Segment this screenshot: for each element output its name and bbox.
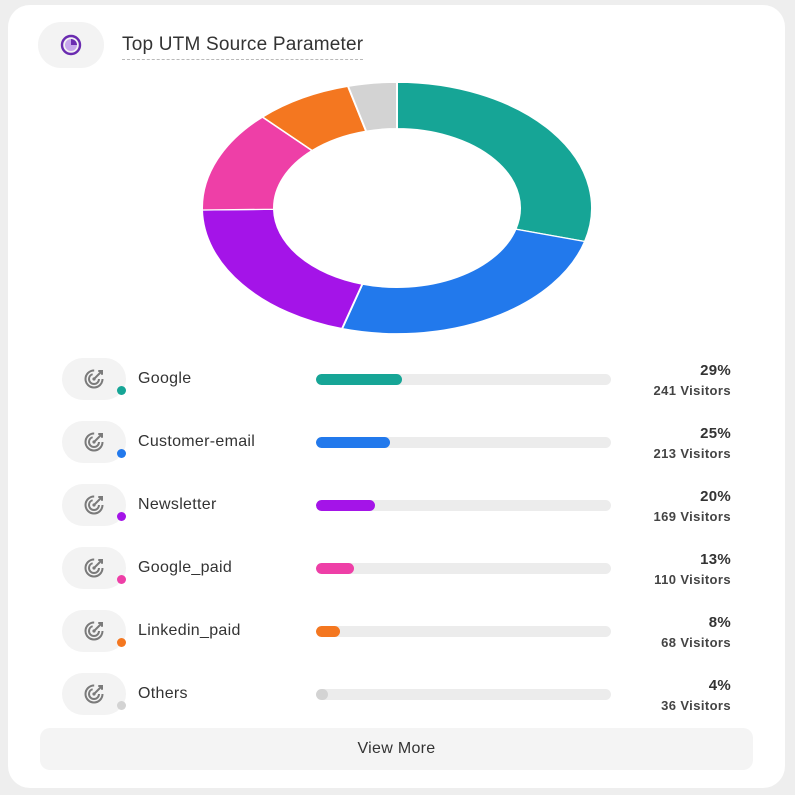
- source-label: Newsletter: [138, 496, 217, 513]
- source-label: Google_paid: [138, 559, 233, 576]
- source-row: Customer-email 25% 213 Visitors: [0, 421, 795, 479]
- source-percent: 25%: [700, 425, 731, 442]
- source-label: Others: [138, 685, 188, 702]
- progress-fill: [316, 374, 402, 385]
- utm-source-card: [8, 5, 785, 788]
- utm-target-icon: [62, 610, 126, 652]
- source-label: Google: [138, 370, 192, 387]
- progress-fill: [316, 626, 340, 637]
- source-color-dot: [117, 701, 126, 710]
- utm-target-icon: [62, 421, 126, 463]
- source-visitors: 110 Visitors: [654, 572, 731, 587]
- source-label: Customer-email: [138, 433, 256, 450]
- source-row: Newsletter 20% 169 Visitors: [0, 484, 795, 542]
- source-color-dot: [117, 575, 126, 584]
- progress-track: [316, 437, 611, 448]
- source-percent: 13%: [700, 551, 731, 568]
- donut-slice-customer-email[interactable]: [340, 228, 587, 335]
- source-visitors: 241 Visitors: [653, 383, 731, 398]
- card-title: Top UTM Source Parameter: [122, 34, 364, 60]
- progress-fill: [316, 500, 375, 511]
- source-color-dot: [117, 449, 126, 458]
- source-percent: 4%: [708, 677, 731, 694]
- donut-chart: [201, 81, 593, 335]
- pie-chart-icon: [38, 22, 104, 68]
- progress-track: [316, 374, 611, 385]
- utm-target-icon: [62, 673, 126, 715]
- source-visitors: 68 Visitors: [661, 635, 731, 650]
- utm-target-icon: [62, 358, 126, 400]
- progress-fill: [316, 437, 390, 448]
- source-label: Linkedin_paid: [138, 622, 241, 639]
- source-percent: 20%: [700, 488, 731, 505]
- progress-track: [316, 626, 611, 637]
- source-color-dot: [117, 512, 126, 521]
- source-row: Google 29% 241 Visitors: [0, 358, 795, 416]
- donut-slice-google[interactable]: [396, 81, 593, 243]
- progress-track: [316, 563, 611, 574]
- source-row: Others 4% 36 Visitors: [0, 673, 795, 731]
- progress-track: [316, 500, 611, 511]
- utm-target-icon: [62, 547, 126, 589]
- source-row: Google_paid 13% 110 Visitors: [0, 547, 795, 605]
- source-row: Linkedin_paid 8% 68 Visitors: [0, 610, 795, 668]
- source-visitors: 169 Visitors: [653, 509, 731, 524]
- source-visitors: 213 Visitors: [653, 446, 731, 461]
- progress-fill: [316, 563, 355, 574]
- source-percent: 29%: [700, 362, 731, 379]
- source-visitors: 36 Visitors: [661, 698, 731, 713]
- donut-slice-others[interactable]: [346, 81, 398, 132]
- view-more-button[interactable]: View More: [40, 728, 753, 770]
- source-percent: 8%: [708, 614, 731, 631]
- source-color-dot: [117, 386, 126, 395]
- source-color-dot: [117, 638, 126, 647]
- donut-slice-newsletter[interactable]: [201, 208, 364, 330]
- progress-track: [316, 689, 611, 700]
- utm-target-icon: [62, 484, 126, 526]
- progress-fill: [316, 689, 328, 700]
